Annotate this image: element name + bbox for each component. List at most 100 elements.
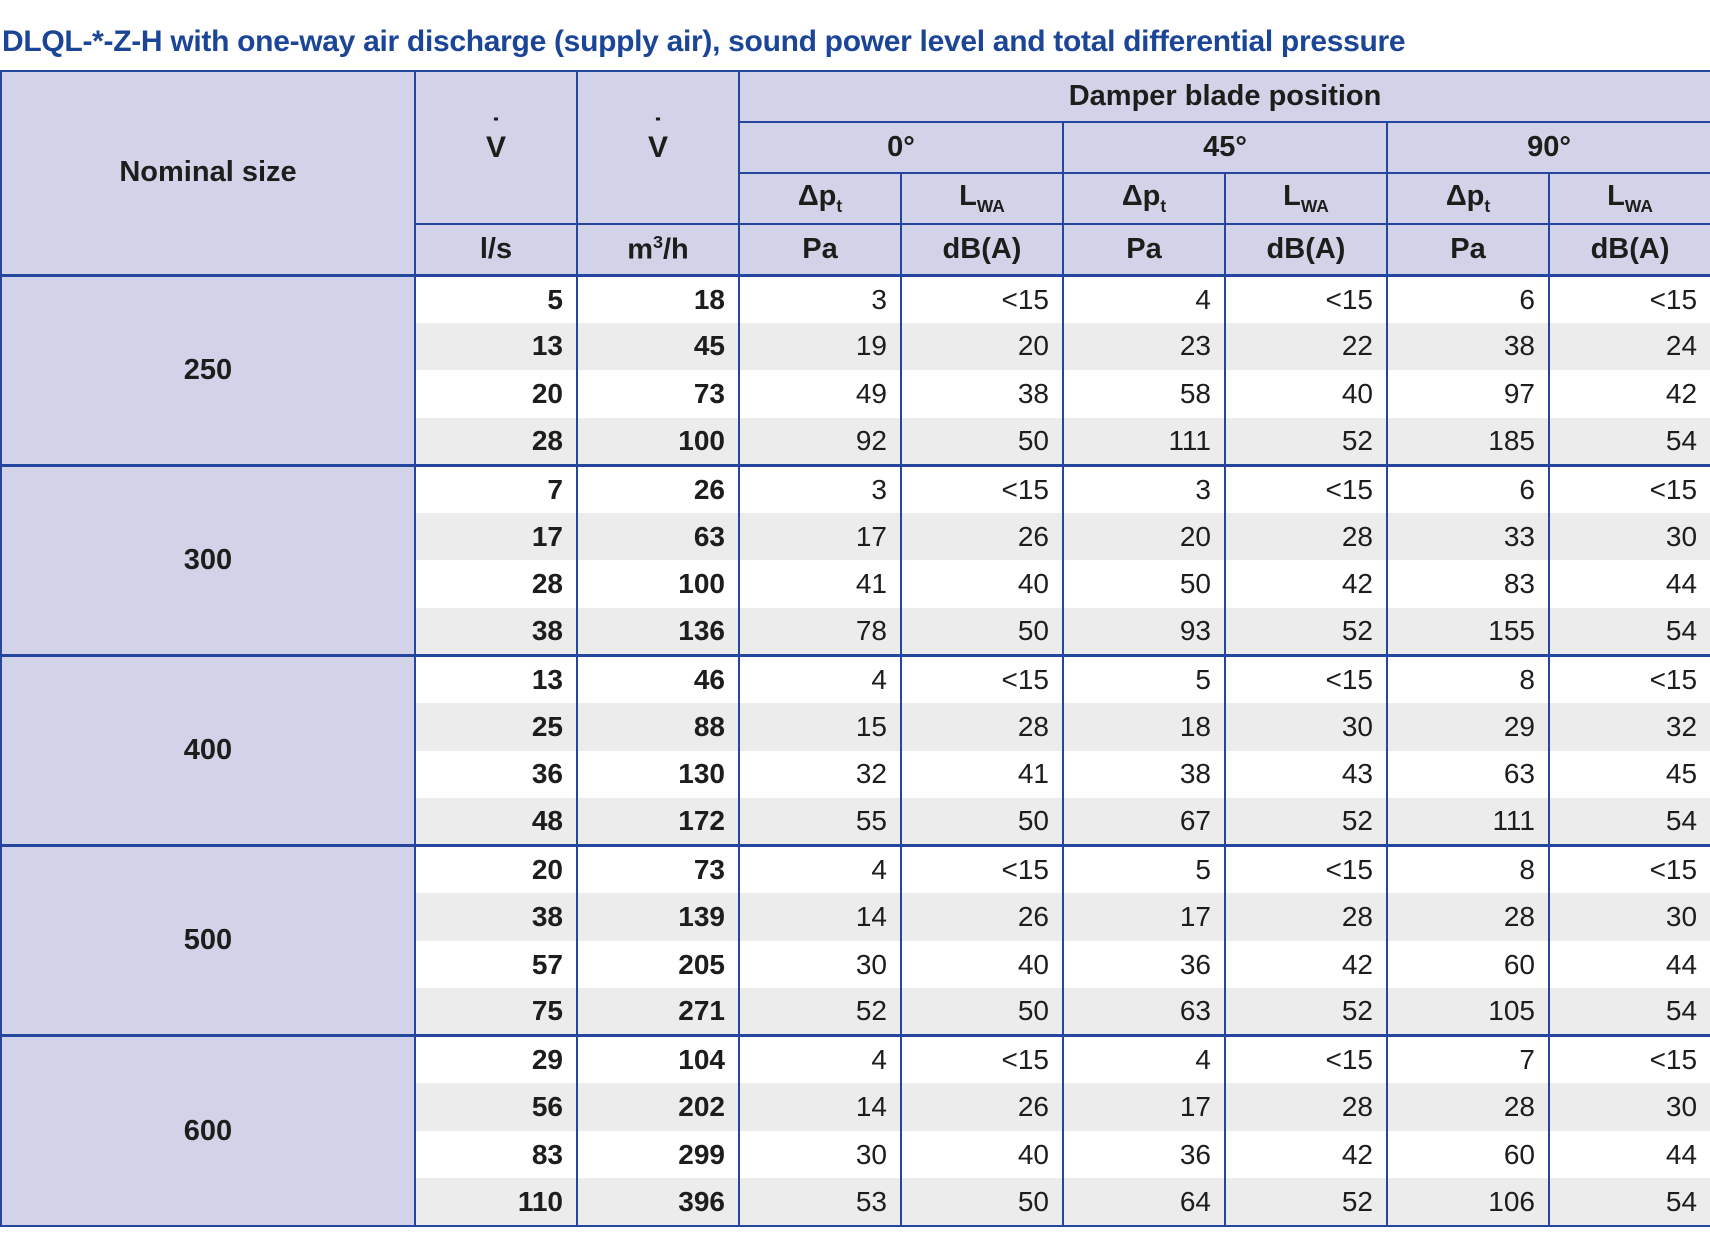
nominal-size-cell: 400 bbox=[0, 653, 416, 846]
table-row: 600 29 104 4 <15 4 <15 7 <15 bbox=[0, 1034, 1710, 1227]
performance-table: Nominal size ˙ V ˙ V Damper blade position… bbox=[0, 70, 1710, 1228]
measurement-value-cell: 32 bbox=[1547, 703, 1710, 751]
table-row: 48 172 55 50 67 52 111 54 bbox=[1, 798, 1710, 846]
measurement-value-cell: 14 bbox=[738, 1083, 902, 1131]
flow-value-cell: 48 bbox=[414, 798, 578, 846]
measurement-value-cell: 111 bbox=[1386, 798, 1550, 846]
measurement-value-cell: 5 bbox=[1062, 844, 1226, 894]
measurement-value-cell: 30 bbox=[1547, 1083, 1710, 1131]
measurement-value-cell: 40 bbox=[1224, 370, 1388, 418]
flow-value-cell: 271 bbox=[576, 988, 740, 1036]
table-row: 500 20 73 4 <15 5 <15 8 <15 bbox=[0, 844, 1710, 1036]
measurement-value-cell: 28 bbox=[1224, 512, 1388, 561]
flow-value-cell: 172 bbox=[576, 798, 740, 846]
measurement-value-cell: 6 bbox=[1386, 273, 1550, 323]
flow-value-cell: 63 bbox=[576, 512, 740, 561]
vdot-base: V bbox=[647, 130, 668, 164]
flow-value-cell: 202 bbox=[576, 1083, 740, 1131]
flow-value-cell: 25 bbox=[414, 703, 578, 751]
page-title: DLQL-*-Z-H with one-way air discharge (s… bbox=[2, 25, 1406, 59]
measurement-value-cell: 52 bbox=[738, 988, 902, 1036]
table-row: 13 45 19 20 23 22 38 24 bbox=[1, 322, 1710, 371]
table-row: 36 130 32 41 38 43 63 45 bbox=[1, 750, 1710, 799]
unit-m3h: m3/h bbox=[576, 223, 740, 277]
vdot-symbol: ˙ V bbox=[486, 115, 506, 165]
measurement-value-cell: 42 bbox=[1224, 560, 1388, 608]
measurement-value-cell: 52 bbox=[1224, 988, 1388, 1036]
flow-value-cell: 396 bbox=[576, 1178, 740, 1227]
flow-value-cell: 13 bbox=[414, 653, 578, 704]
flow-m3h-header: ˙ V bbox=[576, 70, 740, 226]
flow-value-cell: 26 bbox=[576, 463, 740, 513]
flow-value-cell: 57 bbox=[414, 940, 578, 989]
measurement-value-cell: 4 bbox=[738, 844, 902, 894]
flow-value-cell: 83 bbox=[414, 1130, 578, 1179]
measurement-value-cell: 23 bbox=[1062, 322, 1226, 371]
measurement-value-cell: 5 bbox=[1062, 653, 1226, 704]
measurement-value-cell: 50 bbox=[900, 1178, 1064, 1227]
measurement-value-cell: 83 bbox=[1386, 560, 1550, 608]
lwa-header: LWA bbox=[1224, 172, 1388, 226]
flow-value-cell: 28 bbox=[414, 560, 578, 608]
measurement-value-cell: 7 bbox=[1386, 1034, 1550, 1084]
measurement-value-cell: 26 bbox=[900, 893, 1064, 941]
table-row: 400 13 46 4 <15 5 <15 8 <15 bbox=[0, 653, 1710, 846]
flow-value-cell: 100 bbox=[576, 560, 740, 608]
measurement-value-cell: 54 bbox=[1547, 1178, 1710, 1227]
measurement-value-cell: 50 bbox=[900, 798, 1064, 846]
lwa-header: LWA bbox=[1547, 172, 1710, 226]
vdot-dot: ˙ bbox=[490, 113, 501, 146]
measurement-value-cell: 17 bbox=[1062, 893, 1226, 941]
measurement-value-cell: <15 bbox=[900, 844, 1064, 894]
flow-value-cell: 139 bbox=[576, 893, 740, 941]
measurement-value-cell: 60 bbox=[1386, 1130, 1550, 1179]
measurement-value-cell: 40 bbox=[900, 560, 1064, 608]
measurement-value-cell: 60 bbox=[1386, 940, 1550, 989]
flow-value-cell: 88 bbox=[576, 703, 740, 751]
measurement-value-cell: 40 bbox=[900, 1130, 1064, 1179]
measurement-value-cell: 8 bbox=[1386, 844, 1550, 894]
measurement-value-cell: 67 bbox=[1062, 798, 1226, 846]
measurement-value-cell: 42 bbox=[1224, 940, 1388, 989]
vdot-dot: ˙ bbox=[652, 113, 663, 146]
damper-blade-position-header: Damper blade position bbox=[737, 70, 1710, 124]
measurement-value-cell: 44 bbox=[1547, 1130, 1710, 1179]
measurement-value-cell: <15 bbox=[900, 653, 1064, 704]
measurement-value-cell: <15 bbox=[1547, 844, 1710, 894]
nominal-size-cell: 500 bbox=[0, 844, 416, 1036]
table-header: Nominal size ˙ V ˙ V Damper blade position… bbox=[0, 70, 1710, 277]
measurement-value-cell: 33 bbox=[1386, 512, 1550, 561]
unit-lps: l/s bbox=[414, 223, 578, 277]
flow-value-cell: 299 bbox=[576, 1130, 740, 1179]
measurement-value-cell: <15 bbox=[900, 463, 1064, 513]
table-row: 56 202 14 26 17 28 28 30 bbox=[1, 1083, 1710, 1131]
measurement-value-cell: 105 bbox=[1386, 988, 1550, 1036]
measurement-value-cell: 28 bbox=[1224, 1083, 1388, 1131]
measurement-value-cell: 17 bbox=[1062, 1083, 1226, 1131]
measurement-value-cell: 44 bbox=[1547, 560, 1710, 608]
flow-value-cell: 46 bbox=[576, 653, 740, 704]
measurement-value-cell: 30 bbox=[738, 940, 902, 989]
measurement-value-cell: 53 bbox=[738, 1178, 902, 1227]
measurement-value-cell: <15 bbox=[900, 1034, 1064, 1084]
table-row: 75 271 52 50 63 52 105 54 bbox=[1, 988, 1710, 1036]
measurement-value-cell: 20 bbox=[1062, 512, 1226, 561]
flow-value-cell: 56 bbox=[414, 1083, 578, 1131]
measurement-value-cell: <15 bbox=[1547, 273, 1710, 323]
measurement-value-cell: <15 bbox=[1224, 1034, 1388, 1084]
measurement-value-cell: 45 bbox=[1547, 750, 1710, 799]
measurement-value-cell: 50 bbox=[1062, 560, 1226, 608]
measurement-value-cell: 54 bbox=[1547, 988, 1710, 1036]
flow-value-cell: 38 bbox=[414, 893, 578, 941]
measurement-value-cell: 28 bbox=[1386, 893, 1550, 941]
table-row: 28 100 92 50 111 52 185 54 bbox=[1, 417, 1710, 466]
flow-value-cell: 7 bbox=[414, 463, 578, 513]
measurement-value-cell: 63 bbox=[1062, 988, 1226, 1036]
measurement-value-cell: 17 bbox=[738, 512, 902, 561]
flow-value-cell: 20 bbox=[414, 370, 578, 418]
flow-value-cell: 20 bbox=[414, 844, 578, 894]
measurement-value-cell: 19 bbox=[738, 322, 902, 371]
unit-dba: dB(A) bbox=[1547, 223, 1710, 277]
measurement-value-cell: 40 bbox=[900, 940, 1064, 989]
measurement-value-cell: 20 bbox=[900, 322, 1064, 371]
